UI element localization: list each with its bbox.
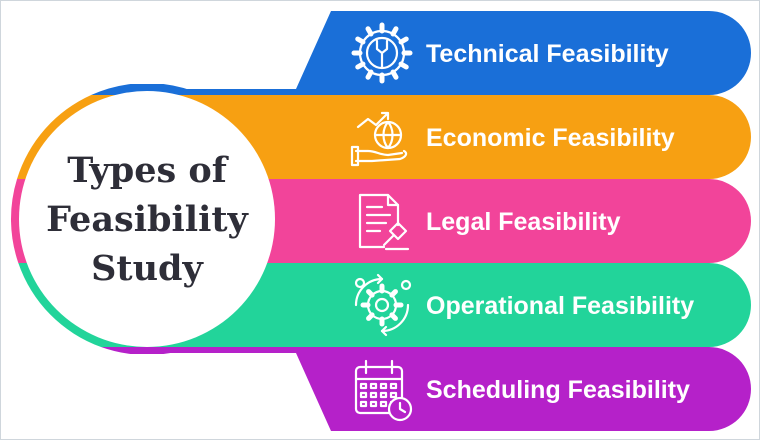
bar-technical-feasibility: Technical Feasibility bbox=[151, 11, 751, 95]
title-line-1: Types of bbox=[67, 150, 229, 191]
bar-legal-feasibility: Legal Feasibility bbox=[151, 179, 751, 263]
bar-economic-feasibility: Economic Feasibility bbox=[151, 95, 751, 179]
bar-shape bbox=[151, 11, 751, 95]
bar-label: Legal Feasibility bbox=[426, 208, 621, 236]
bar-shape bbox=[151, 263, 751, 347]
title-line-2: Feasibility bbox=[46, 199, 249, 240]
bars: Technical Feasibility Economic Feasibilit… bbox=[151, 11, 751, 431]
title-circle bbox=[19, 91, 275, 347]
bar-label: Technical Feasibility bbox=[426, 40, 669, 68]
bar-shape bbox=[151, 179, 751, 263]
ring-segment bbox=[91, 84, 203, 95]
bar-shape bbox=[151, 347, 751, 431]
bar-operational-feasibility: Operational Feasibility bbox=[151, 263, 751, 347]
gear-wrench-icon bbox=[351, 22, 413, 84]
calendar-clock-icon bbox=[354, 359, 413, 422]
bar-label: Economic Feasibility bbox=[426, 124, 675, 152]
title-line-3: Study bbox=[91, 248, 204, 289]
document-gavel-icon bbox=[358, 193, 410, 251]
bar-label: Scheduling Feasibility bbox=[426, 376, 690, 404]
bar-label: Operational Feasibility bbox=[426, 292, 694, 320]
bar-shape bbox=[151, 95, 751, 179]
bar-scheduling-feasibility: Scheduling Feasibility bbox=[151, 347, 751, 431]
ring-segment bbox=[101, 347, 193, 354]
hand-globe-growth-icon bbox=[350, 111, 408, 167]
gear-cycle-icon bbox=[354, 273, 412, 337]
